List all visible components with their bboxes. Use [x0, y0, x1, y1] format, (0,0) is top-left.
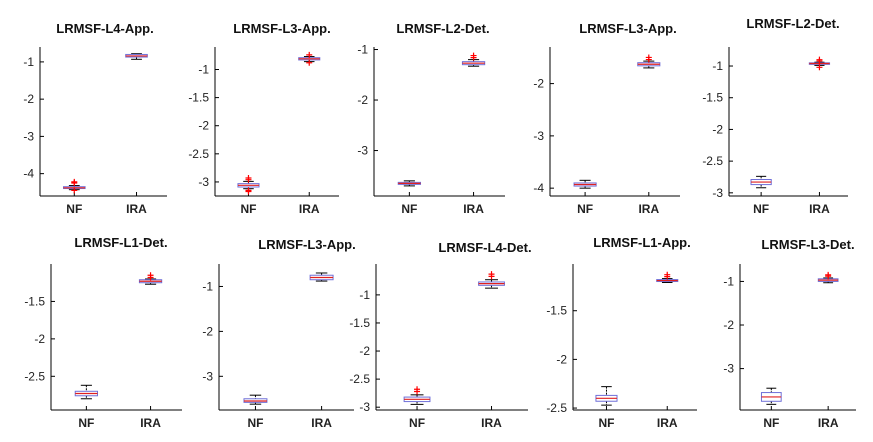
y-tick-label: -2 — [23, 92, 34, 106]
y-tick-label: -3 — [359, 400, 370, 414]
y-tick-label: -1 — [23, 55, 34, 69]
chart-title: LRMSF-L3-App. — [579, 21, 676, 36]
y-tick-label: -1 — [359, 288, 370, 302]
x-tick-label: IRA — [809, 202, 830, 216]
chart-10: LRMSF-L3-Det. -3 -2 -1 NF IRA — [723, 237, 856, 430]
y-tick-label: -1.5 — [349, 316, 370, 330]
x-tick-label: NF — [66, 202, 82, 216]
y-tick-label: -2 — [357, 93, 368, 107]
outlier-marker — [306, 59, 313, 66]
x-tick-label: IRA — [481, 416, 502, 430]
outlier-marker — [147, 274, 154, 281]
chart-title: LRMSF-L3-App. — [258, 237, 355, 252]
y-tick-label: -2 — [34, 332, 45, 346]
x-tick-label: NF — [78, 416, 94, 430]
chart-title: LRMSF-L4-App. — [56, 21, 153, 36]
y-tick-label: -2 — [556, 352, 567, 366]
y-tick-label: -3 — [357, 144, 368, 158]
x-tick-label: NF — [409, 416, 425, 430]
x-tick-label: NF — [240, 202, 256, 216]
outlier-marker — [825, 273, 832, 280]
chart-6: LRMSF-L1-Det. -2.5 -2 -1.5 NF IRA — [24, 235, 182, 430]
y-tick-label: -2.5 — [702, 154, 723, 168]
y-tick-label: -1.5 — [546, 304, 567, 318]
chart-title: LRMSF-L3-Det. — [761, 237, 854, 252]
x-tick-label: NF — [577, 202, 593, 216]
y-tick-label: -2.5 — [24, 369, 45, 383]
y-tick-label: -2 — [723, 318, 734, 332]
y-tick-label: -3 — [723, 362, 734, 376]
chart-7: LRMSF-L3-App. -3 -2 -1 NF IRA — [202, 237, 355, 430]
chart-title: LRMSF-L2-Det. — [396, 21, 489, 36]
y-tick-label: -3 — [23, 129, 34, 143]
x-tick-label: IRA — [638, 202, 659, 216]
y-tick-label: -4 — [533, 181, 544, 195]
y-tick-label: -2 — [198, 119, 209, 133]
y-tick-label: -3 — [202, 369, 213, 383]
outlier-marker — [816, 64, 823, 71]
y-tick-label: -1.5 — [702, 91, 723, 105]
y-tick-label: -1.5 — [24, 294, 45, 308]
x-tick-label: IRA — [126, 202, 147, 216]
y-tick-label: -2.5 — [349, 372, 370, 386]
chart-title: LRMSF-L4-Det. — [438, 240, 531, 255]
outlier-marker — [470, 54, 477, 61]
y-tick-label: -4 — [23, 167, 34, 181]
y-tick-label: -3 — [533, 129, 544, 143]
chart-title: LRMSF-L3-App. — [233, 21, 330, 36]
x-tick-label: NF — [763, 416, 779, 430]
y-tick-label: -2 — [359, 344, 370, 358]
outlier-marker — [71, 178, 78, 185]
chart-5: LRMSF-L2-Det. -3 -2.5 -2 -1.5 -1 NF IRA — [702, 16, 848, 216]
y-tick-label: -2.5 — [188, 147, 209, 161]
chart-title: LRMSF-L1-Det. — [74, 235, 167, 250]
chart-1: LRMSF-L4-App. -4 -3 -2 -1 NF IRA — [23, 21, 167, 216]
x-tick-label: NF — [401, 202, 417, 216]
outlier-marker — [245, 188, 252, 195]
outlier-marker — [71, 187, 78, 194]
y-tick-label: -1 — [198, 62, 209, 76]
y-tick-label: -2 — [712, 122, 723, 136]
x-tick-label: IRA — [818, 416, 839, 430]
x-tick-label: IRA — [311, 416, 332, 430]
chart-3: LRMSF-L2-Det. -3 -2 -1 NF IRA — [357, 21, 505, 216]
outlier-marker — [816, 57, 823, 64]
chart-title: LRMSF-L2-Det. — [746, 16, 839, 31]
y-tick-label: -2.5 — [546, 401, 567, 415]
outlier-marker — [645, 56, 652, 63]
x-tick-label: NF — [753, 202, 769, 216]
y-tick-label: -2 — [202, 324, 213, 338]
chart-4: LRMSF-L3-App. -4 -3 -2 NF IRA — [533, 21, 680, 216]
x-tick-label: IRA — [299, 202, 320, 216]
chart-2: LRMSF-L3-App. -3 -2.5 -2 -1.5 -1 NF IRA — [188, 21, 339, 216]
y-tick-label: -3 — [198, 175, 209, 189]
chart-9: LRMSF-L1-App. -2.5 -2 -1.5 NF IRA — [546, 235, 697, 430]
outlier-marker — [414, 388, 421, 395]
x-tick-label: NF — [247, 416, 263, 430]
y-tick-label: -1 — [712, 59, 723, 73]
y-tick-label: -1 — [202, 279, 213, 293]
y-tick-label: -1.5 — [188, 91, 209, 105]
chart-title: LRMSF-L1-App. — [593, 235, 690, 250]
x-tick-label: NF — [598, 416, 614, 430]
outlier-marker — [306, 51, 313, 58]
chart-8: LRMSF-L4-Det. -3 -2.5 -2 -1.5 -1 NF IRA — [349, 240, 531, 430]
outlier-marker — [664, 273, 671, 280]
y-tick-label: -3 — [712, 186, 723, 200]
x-tick-label: IRA — [463, 202, 484, 216]
outlier-marker — [488, 273, 495, 280]
y-tick-label: -2 — [533, 77, 544, 91]
y-tick-label: -1 — [723, 274, 734, 288]
x-tick-label: IRA — [657, 416, 678, 430]
x-tick-label: IRA — [140, 416, 161, 430]
outlier-marker — [245, 175, 252, 182]
y-tick-label: -1 — [357, 43, 368, 57]
